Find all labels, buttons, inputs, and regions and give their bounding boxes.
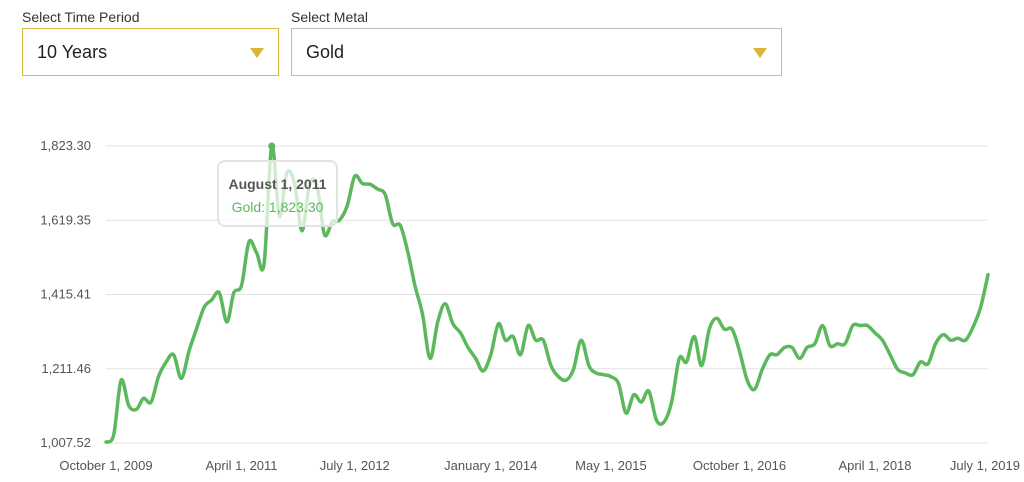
x-tick-label: April 1, 2018 <box>839 458 912 473</box>
tooltip-date: August 1, 2011 <box>228 176 327 192</box>
x-tick-label: October 1, 2016 <box>693 458 786 473</box>
time-period-value: 10 Years <box>37 41 108 62</box>
metal-select[interactable]: Gold <box>291 28 782 76</box>
y-tick-label: 1,211.46 <box>41 361 91 376</box>
x-tick-label: July 1, 2012 <box>320 458 390 473</box>
y-tick-label: 1,823.30 <box>40 138 91 153</box>
time-period-select[interactable]: 10 Years <box>22 28 279 76</box>
tooltip-series: Gold <box>231 199 262 215</box>
metal-value: Gold <box>306 41 345 62</box>
chevron-down-icon <box>250 48 264 58</box>
y-tick-label: 1,619.35 <box>40 212 91 227</box>
tooltip-price: 1,823.30 <box>268 199 324 215</box>
metal-label: Select Metal <box>291 9 369 25</box>
gold-series-line <box>104 144 990 444</box>
x-tick-label: May 1, 2015 <box>575 458 647 473</box>
x-tick-label: October 1, 2009 <box>59 458 152 473</box>
tooltip-value: Gold: 1,823.30 <box>231 199 324 215</box>
chart-tooltip: August 1, 2011 Gold: 1,823.30 <box>217 160 338 227</box>
highlight-point <box>268 142 276 150</box>
x-tick-label: April 1, 2011 <box>206 458 278 473</box>
y-tick-label: 1,415.41 <box>40 287 91 302</box>
time-period-label: Select Time Period <box>22 9 140 25</box>
x-tick-label: July 1, 2019 <box>950 458 1020 473</box>
y-tick-label: 1,007.52 <box>40 435 91 450</box>
chevron-down-icon <box>753 48 767 58</box>
price-chart[interactable]: 1,007.52 1,211.46 1,415.41 1,619.35 1,823.30… <box>0 120 1024 482</box>
x-tick-label: January 1, 2014 <box>444 458 537 473</box>
